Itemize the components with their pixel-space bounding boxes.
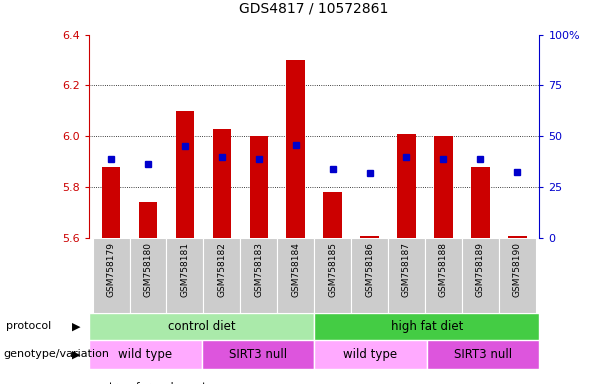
Bar <box>425 238 462 313</box>
Bar <box>360 235 379 238</box>
Bar <box>89 313 314 340</box>
Bar <box>167 238 204 313</box>
Bar <box>388 238 425 313</box>
Bar <box>102 167 120 238</box>
Text: control diet: control diet <box>168 320 235 333</box>
Bar <box>93 238 129 313</box>
Text: SIRT3 null: SIRT3 null <box>229 348 287 361</box>
Bar <box>249 136 268 238</box>
Text: transformed count: transformed count <box>109 382 207 384</box>
Bar <box>213 129 231 238</box>
Text: GSM758189: GSM758189 <box>476 242 485 297</box>
Bar <box>240 238 277 313</box>
Bar <box>508 235 527 238</box>
Text: GSM758188: GSM758188 <box>439 242 448 297</box>
Text: GDS4817 / 10572861: GDS4817 / 10572861 <box>240 2 389 15</box>
Bar <box>462 238 499 313</box>
Text: GSM758190: GSM758190 <box>513 242 522 297</box>
Bar <box>397 134 416 238</box>
Bar <box>314 340 427 369</box>
Bar <box>204 238 240 313</box>
Bar <box>277 238 314 313</box>
Text: GSM758180: GSM758180 <box>143 242 153 297</box>
Text: GSM758184: GSM758184 <box>291 242 300 297</box>
Text: GSM758179: GSM758179 <box>107 242 115 297</box>
Text: GSM758182: GSM758182 <box>218 242 226 297</box>
Text: high fat diet: high fat diet <box>390 320 463 333</box>
Bar <box>202 340 314 369</box>
Text: GSM758186: GSM758186 <box>365 242 374 297</box>
Text: SIRT3 null: SIRT3 null <box>454 348 512 361</box>
Text: GSM758187: GSM758187 <box>402 242 411 297</box>
Text: ▶: ▶ <box>72 349 81 359</box>
Bar <box>286 60 305 238</box>
Bar <box>314 238 351 313</box>
Text: ▶: ▶ <box>72 321 81 331</box>
Text: GSM758185: GSM758185 <box>328 242 337 297</box>
Bar <box>176 111 194 238</box>
Bar <box>89 340 202 369</box>
Text: protocol: protocol <box>6 321 51 331</box>
Bar <box>139 202 157 238</box>
Bar <box>499 238 536 313</box>
Text: GSM758183: GSM758183 <box>254 242 263 297</box>
Bar <box>427 340 539 369</box>
Bar <box>324 192 342 238</box>
Bar <box>434 136 452 238</box>
Bar <box>129 238 167 313</box>
Text: genotype/variation: genotype/variation <box>3 349 109 359</box>
Bar <box>314 313 539 340</box>
Bar <box>471 167 490 238</box>
Bar <box>351 238 388 313</box>
Text: wild type: wild type <box>118 348 172 361</box>
Text: wild type: wild type <box>343 348 398 361</box>
Text: GSM758181: GSM758181 <box>180 242 189 297</box>
